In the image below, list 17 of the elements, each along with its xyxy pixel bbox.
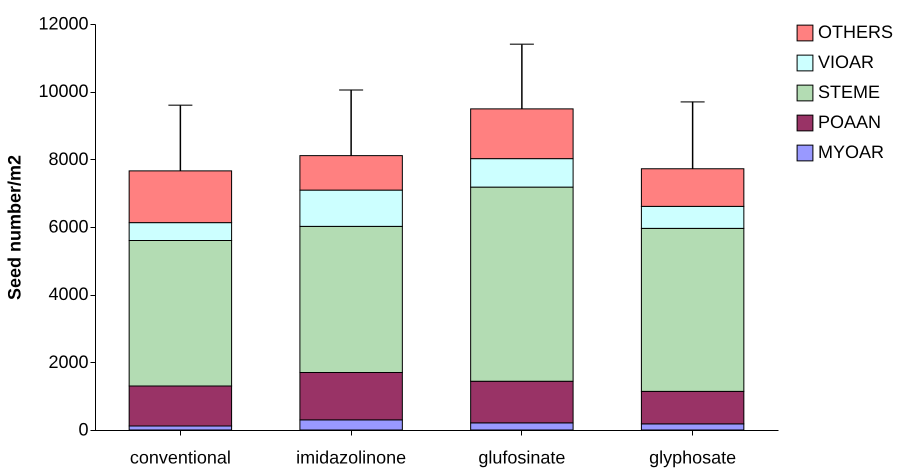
y-tick-label: 8000 bbox=[48, 148, 88, 169]
legend-label: VIOAR bbox=[818, 52, 874, 72]
y-tick-label: 0 bbox=[78, 420, 88, 440]
legend-label: MYOAR bbox=[818, 142, 884, 162]
legend-label: POAAN bbox=[818, 112, 882, 132]
x-tick-label: conventional bbox=[130, 448, 231, 468]
y-tick-label: 2000 bbox=[48, 352, 88, 372]
y-tick-label: 6000 bbox=[48, 216, 88, 236]
legend-label: STEME bbox=[818, 82, 880, 102]
y-tick-label: 10000 bbox=[38, 81, 88, 102]
x-tick-label: glyphosate bbox=[649, 448, 736, 468]
x-tick-label: glufosinate bbox=[478, 448, 566, 468]
legend-label: OTHERS bbox=[818, 22, 894, 42]
x-tick-label: imidazolinone bbox=[296, 448, 406, 468]
y-axis-title: Seed number/m2 bbox=[4, 154, 24, 300]
y-tick-label: 12000 bbox=[38, 14, 88, 34]
y-tick-label: 4000 bbox=[48, 284, 88, 304]
